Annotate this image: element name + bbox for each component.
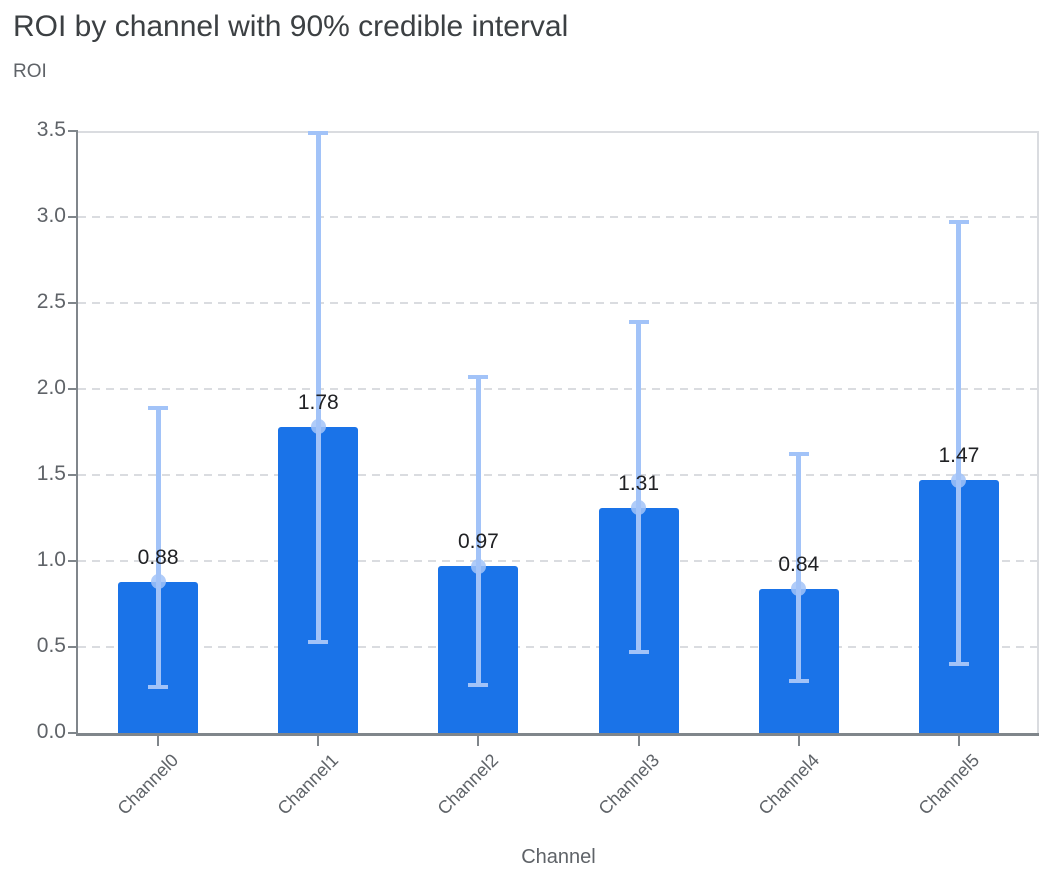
- error-bar-cap-upper: [468, 374, 489, 379]
- bar-value-label: 0.88: [137, 545, 179, 569]
- x-axis-tick: [477, 736, 480, 746]
- y-axis-line: [76, 131, 78, 736]
- error-bar-cap-lower: [308, 639, 329, 644]
- x-axis-line: [76, 733, 1039, 736]
- error-bar-cap-lower: [948, 662, 969, 667]
- error-bar-line: [475, 376, 481, 685]
- error-bar-cap-upper: [948, 220, 969, 225]
- y-axis-title: ROI: [13, 61, 47, 82]
- y-axis-tick-label: 3.5: [36, 118, 66, 141]
- x-axis-tick-label[interactable]: Channel2: [433, 750, 503, 819]
- error-bar-cap-lower: [788, 679, 809, 684]
- error-bar-line: [636, 321, 642, 653]
- y-axis-tick-label: 3.0: [36, 204, 66, 227]
- error-bar-cap-lower: [148, 684, 169, 689]
- gridline: [78, 646, 1039, 648]
- x-axis-tick-label[interactable]: Channel1: [273, 750, 343, 819]
- y-axis-tick: [68, 732, 78, 734]
- y-axis-tick: [68, 646, 78, 648]
- error-bar-line: [796, 454, 802, 682]
- error-bar-line: [956, 222, 962, 665]
- gridline: [78, 388, 1039, 390]
- gridline: [78, 216, 1039, 218]
- y-axis-tick-label: 1.0: [36, 548, 66, 571]
- x-axis-tick: [797, 736, 800, 746]
- x-axis-tick-label[interactable]: Channel4: [754, 750, 823, 819]
- error-bar-cap-upper: [308, 130, 329, 135]
- y-axis-tick: [68, 474, 78, 476]
- plot-area: [78, 131, 1039, 733]
- y-axis-tick: [68, 130, 78, 132]
- y-axis-tick: [68, 388, 78, 390]
- y-axis-tick-label: 2.5: [36, 290, 66, 313]
- bar-value-label: 1.47: [938, 444, 980, 468]
- error-bar-line: [155, 407, 161, 687]
- error-bar-line: [315, 132, 321, 642]
- error-bar-cap-lower: [628, 650, 649, 655]
- y-axis-tick-label: 2.0: [36, 376, 66, 399]
- x-axis-tick: [317, 736, 320, 746]
- x-axis-tick-label[interactable]: Channel0: [113, 750, 183, 819]
- x-axis-tick: [957, 736, 960, 746]
- error-bar-cap-upper: [788, 452, 809, 457]
- bar-value-label: 1.31: [618, 471, 660, 495]
- bar-value-label: 1.78: [297, 390, 339, 414]
- x-axis-tick: [157, 736, 160, 746]
- y-axis-tick: [68, 560, 78, 562]
- y-axis-tick-label: 0.0: [36, 720, 66, 743]
- error-bar-cap-upper: [628, 319, 649, 324]
- y-axis-tick: [68, 216, 78, 218]
- y-axis-tick-label: 1.5: [36, 462, 66, 485]
- y-axis-tick-label: 0.5: [36, 634, 66, 657]
- error-bar-cap-upper: [148, 405, 169, 410]
- gridline: [78, 560, 1039, 562]
- bar-value-label: 0.84: [778, 552, 820, 576]
- y-axis-tick: [68, 302, 78, 304]
- gridline: [78, 302, 1039, 304]
- chart-title: ROI by channel with 90% credible interva…: [13, 10, 569, 43]
- x-axis-tick-label[interactable]: Channel3: [594, 750, 663, 819]
- error-bar-cap-lower: [468, 682, 489, 687]
- gridline: [78, 474, 1039, 476]
- x-axis-tick-label[interactable]: Channel5: [914, 750, 984, 819]
- x-axis-title: Channel: [521, 846, 596, 868]
- bar-value-label: 0.97: [457, 530, 499, 554]
- x-axis-tick: [637, 736, 640, 746]
